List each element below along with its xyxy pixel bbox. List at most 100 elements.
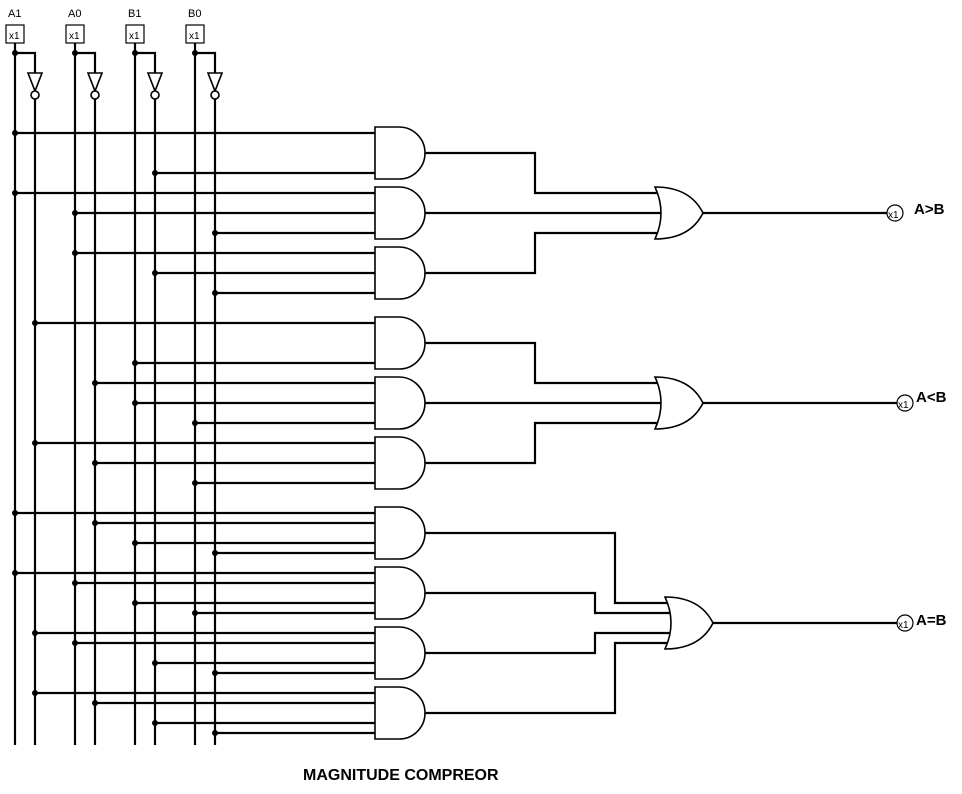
input-box-b1 bbox=[125, 24, 145, 44]
or-gate-a-lt-b bbox=[653, 376, 704, 430]
junction-dot bbox=[12, 190, 18, 196]
output-label-a-lt-b: A<B bbox=[916, 389, 947, 406]
junction-dot bbox=[32, 690, 38, 696]
inverter-feed-a0 bbox=[75, 51, 97, 73]
junction-dot bbox=[152, 270, 158, 276]
output-tag-a-gt-b: x1 bbox=[888, 210, 899, 221]
diagram-title: MAGNITUDE COMPREOR bbox=[303, 767, 499, 784]
junction-dot bbox=[32, 440, 38, 446]
inverter-feed-b0 bbox=[195, 51, 217, 73]
wires bbox=[13, 43, 897, 745]
output-probe-a-gt-b bbox=[886, 204, 904, 222]
inverter-feed-b1 bbox=[135, 51, 157, 73]
not-gate-a1 bbox=[26, 72, 44, 94]
junction-dot bbox=[92, 460, 98, 466]
output-a-gt-b: x1 A>B bbox=[886, 201, 945, 222]
or3-input-wire bbox=[424, 641, 675, 715]
or3-input-wire bbox=[424, 631, 675, 655]
output-a-eq-b: x1 A=B bbox=[896, 612, 947, 632]
junction-dot bbox=[192, 610, 198, 616]
junction-dot bbox=[92, 380, 98, 386]
junction-dot bbox=[212, 550, 218, 556]
gates bbox=[26, 72, 714, 740]
or2-input-wire bbox=[424, 341, 665, 385]
junction-dot bbox=[192, 480, 198, 486]
junction-dot bbox=[72, 640, 78, 646]
junction-dot bbox=[212, 730, 218, 736]
junction-dot bbox=[92, 700, 98, 706]
or2-input-wire bbox=[424, 421, 665, 465]
and-gate bbox=[374, 246, 426, 300]
input-b1: B1 x1 bbox=[125, 8, 145, 44]
input-box-b0 bbox=[185, 24, 205, 44]
input-tag-b1: x1 bbox=[129, 31, 140, 42]
junction-dot bbox=[212, 290, 218, 296]
input-a0: A0 x1 bbox=[65, 8, 85, 44]
input-label-b1: B1 bbox=[128, 8, 141, 20]
junctions bbox=[12, 50, 218, 736]
input-a1: A1 x1 bbox=[5, 8, 25, 44]
and-gate bbox=[374, 506, 426, 560]
junction-dot bbox=[32, 630, 38, 636]
not-gate-bubble-b1 bbox=[150, 90, 160, 100]
junction-dot bbox=[12, 510, 18, 516]
input-label-a0: A0 bbox=[68, 8, 81, 20]
input-b0: B0 x1 bbox=[185, 8, 205, 44]
not-gate-a0 bbox=[86, 72, 104, 94]
junction-dot bbox=[152, 660, 158, 666]
junction-dot bbox=[32, 320, 38, 326]
junction-dot bbox=[132, 600, 138, 606]
junction-dot bbox=[12, 50, 18, 56]
output-probe-a-lt-b bbox=[896, 394, 914, 412]
or1-input-wire bbox=[424, 151, 665, 195]
and-gate bbox=[374, 376, 426, 430]
output-tag-a-eq-b: x1 bbox=[898, 620, 909, 631]
and-gate bbox=[374, 436, 426, 490]
junction-dot bbox=[212, 670, 218, 676]
junction-dot bbox=[72, 50, 78, 56]
junction-dot bbox=[132, 540, 138, 546]
junction-dot bbox=[72, 210, 78, 216]
and-gate bbox=[374, 626, 426, 680]
output-label-a-gt-b: A>B bbox=[914, 201, 945, 218]
not-gate-bubble-a1 bbox=[30, 90, 40, 100]
not-gate-b0 bbox=[206, 72, 224, 94]
or1-input-wire bbox=[424, 231, 665, 275]
output-a-lt-b: x1 A<B bbox=[896, 389, 947, 412]
input-tag-a1: x1 bbox=[9, 31, 20, 42]
junction-dot bbox=[152, 720, 158, 726]
input-box-a1 bbox=[5, 24, 25, 44]
input-tag-a0: x1 bbox=[69, 31, 80, 42]
junction-dot bbox=[72, 580, 78, 586]
and-gate bbox=[374, 126, 426, 180]
inverter-feed-a1 bbox=[15, 51, 37, 73]
and-gate bbox=[374, 686, 426, 740]
junction-dot bbox=[12, 570, 18, 576]
output-tag-a-lt-b: x1 bbox=[898, 400, 909, 411]
junction-dot bbox=[132, 400, 138, 406]
input-tag-b0: x1 bbox=[189, 31, 200, 42]
output-probe-a-eq-b bbox=[896, 614, 914, 632]
not-gate-bubble-a0 bbox=[90, 90, 100, 100]
and-gate bbox=[374, 566, 426, 620]
input-label-a1: A1 bbox=[8, 8, 21, 20]
and-gate bbox=[374, 186, 426, 240]
junction-dot bbox=[132, 360, 138, 366]
not-gate-bubble-b0 bbox=[210, 90, 220, 100]
or-gate-a-eq-b bbox=[663, 596, 714, 650]
and-gate bbox=[374, 316, 426, 370]
junction-dot bbox=[92, 520, 98, 526]
junction-dot bbox=[132, 50, 138, 56]
input-label-b0: B0 bbox=[188, 8, 201, 20]
output-label-a-eq-b: A=B bbox=[916, 612, 947, 629]
junction-dot bbox=[192, 50, 198, 56]
junction-dot bbox=[192, 420, 198, 426]
not-gate-b1 bbox=[146, 72, 164, 94]
or3-input-wire bbox=[424, 591, 675, 615]
junction-dot bbox=[212, 230, 218, 236]
input-box-a0 bbox=[65, 24, 85, 44]
junction-dot bbox=[12, 130, 18, 136]
junction-dot bbox=[152, 170, 158, 176]
junction-dot bbox=[72, 250, 78, 256]
